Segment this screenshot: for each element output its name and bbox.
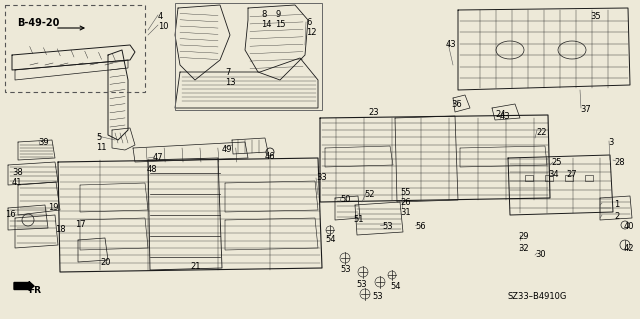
Text: 29: 29 xyxy=(518,232,529,241)
Text: 32: 32 xyxy=(518,244,529,253)
Text: 41: 41 xyxy=(12,178,22,187)
Text: 33: 33 xyxy=(316,173,327,182)
Text: 23: 23 xyxy=(368,108,379,117)
Text: 56: 56 xyxy=(415,222,426,231)
Text: 11: 11 xyxy=(96,143,106,152)
Text: 53: 53 xyxy=(382,222,392,231)
Text: 37: 37 xyxy=(580,105,591,114)
Text: 16: 16 xyxy=(5,210,15,219)
Text: 53: 53 xyxy=(372,292,383,301)
Text: 34: 34 xyxy=(548,170,559,179)
Bar xyxy=(175,3,322,110)
Text: 9: 9 xyxy=(275,10,280,19)
Text: 26: 26 xyxy=(400,198,411,207)
Text: 30: 30 xyxy=(535,250,546,259)
Text: 18: 18 xyxy=(55,225,66,234)
Text: B-49-20: B-49-20 xyxy=(17,18,60,28)
Text: 51: 51 xyxy=(353,215,364,224)
Text: 7: 7 xyxy=(225,68,230,77)
Text: 43: 43 xyxy=(500,112,511,121)
Text: 38: 38 xyxy=(12,168,23,177)
Text: 5: 5 xyxy=(96,133,101,142)
Text: 28: 28 xyxy=(614,158,625,167)
Text: 8: 8 xyxy=(261,10,266,19)
Text: 54: 54 xyxy=(390,282,401,291)
Text: 35: 35 xyxy=(590,12,600,21)
Text: FR: FR xyxy=(28,286,41,295)
Text: 42: 42 xyxy=(624,244,634,253)
Text: 40: 40 xyxy=(624,222,634,231)
Bar xyxy=(565,175,573,181)
Text: 24: 24 xyxy=(495,110,506,119)
Bar xyxy=(545,175,553,181)
Text: 47: 47 xyxy=(153,153,164,162)
FancyArrow shape xyxy=(14,281,34,291)
Bar xyxy=(5,5,145,92)
Text: 6: 6 xyxy=(306,18,312,27)
Text: 39: 39 xyxy=(38,138,49,147)
Text: 31: 31 xyxy=(400,208,411,217)
Text: 22: 22 xyxy=(536,128,547,137)
Text: 19: 19 xyxy=(48,203,58,212)
Text: 17: 17 xyxy=(75,220,86,229)
Text: 4: 4 xyxy=(158,12,163,21)
Text: 12: 12 xyxy=(306,28,317,37)
Text: 53: 53 xyxy=(340,265,351,274)
Text: 54: 54 xyxy=(325,235,335,244)
Text: 15: 15 xyxy=(275,20,285,29)
Text: 13: 13 xyxy=(225,78,236,87)
Text: 46: 46 xyxy=(265,152,276,161)
Text: 36: 36 xyxy=(451,100,461,109)
Text: 2: 2 xyxy=(614,212,620,221)
Text: 21: 21 xyxy=(190,262,200,271)
Text: 48: 48 xyxy=(147,165,157,174)
Text: 55: 55 xyxy=(400,188,410,197)
Bar xyxy=(585,175,593,181)
Text: 20: 20 xyxy=(100,258,111,267)
Text: 53: 53 xyxy=(356,280,367,289)
Text: 27: 27 xyxy=(566,170,577,179)
Text: SZ33–B4910G: SZ33–B4910G xyxy=(508,292,568,301)
Text: 25: 25 xyxy=(551,158,561,167)
Text: 52: 52 xyxy=(364,190,374,199)
Text: 1: 1 xyxy=(614,200,620,209)
Text: 14: 14 xyxy=(261,20,271,29)
Text: 43: 43 xyxy=(446,40,456,49)
Text: 50: 50 xyxy=(340,195,351,204)
Text: 3: 3 xyxy=(608,138,613,147)
Text: 49: 49 xyxy=(222,145,232,154)
Bar xyxy=(525,175,533,181)
Text: 10: 10 xyxy=(158,22,168,31)
